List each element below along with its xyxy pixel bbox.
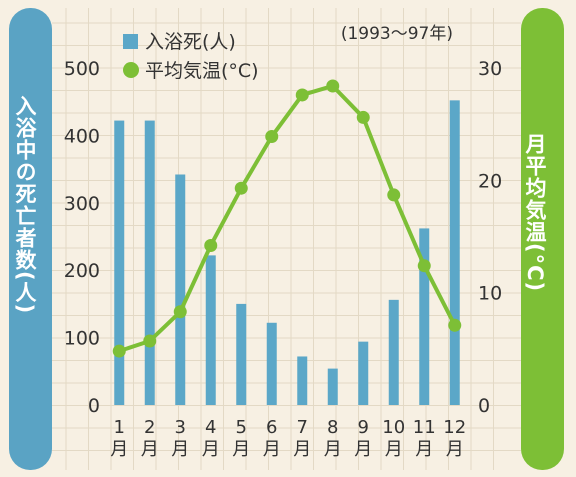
left-tick-label: 200 [64,260,100,282]
x-tick-month: 月 [263,439,281,460]
left-tick-label: 300 [64,193,100,215]
temperature-point [356,110,370,124]
bar [358,341,369,405]
x-tick-number: 4 [205,417,216,438]
x-tick-number: 8 [327,417,338,438]
bar [327,368,338,405]
legend-bar-swatch [123,34,138,49]
temperature-point [143,334,157,348]
right-tick-label: 0 [478,395,490,417]
x-tick-number: 3 [175,417,186,438]
temperature-point [387,188,401,202]
left-tick-label: 0 [88,395,100,417]
bar [266,322,277,405]
x-tick-month: 月 [232,439,250,460]
bar [449,100,460,406]
x-tick-month: 月 [202,439,220,460]
x-tick-month: 月 [446,439,464,460]
x-tick-number: 5 [236,417,247,438]
bar [419,228,430,405]
x-tick-month: 月 [293,439,311,460]
x-tick-number: 11 [413,417,436,438]
right-tick-label: 30 [478,58,502,80]
legend-bar-label: 入浴死(人) [145,31,236,53]
x-tick-number: 10 [382,417,405,438]
right-tick-label: 20 [478,170,502,192]
temperature-point [112,344,126,358]
right-axis-pill [521,8,564,470]
x-tick-month: 月 [110,439,128,460]
temperature-point [295,88,309,102]
bar [144,120,155,406]
bars [114,100,460,406]
x-tick-month: 月 [171,439,189,460]
bar [114,120,125,406]
temperature-point [417,259,431,273]
x-tick-number: 6 [266,417,277,438]
temperature-point [173,305,187,319]
x-tick-number: 1 [114,417,125,438]
temperature-line [112,79,462,358]
temperature-point [204,238,218,252]
x-tick-number: 9 [358,417,369,438]
x-tick-number: 7 [297,417,308,438]
left-tick-label: 500 [64,58,100,80]
left-tick-label: 400 [64,125,100,147]
left-tick-labels: 0 100 200 300 400 500 [64,58,100,417]
period-note: (1993〜97年) [341,24,453,44]
left-axis-pill [9,8,52,470]
temperature-point [234,181,248,195]
bar [297,356,308,405]
bar [205,255,216,405]
x-tick-month: 月 [324,439,342,460]
x-tick-month: 月 [141,439,159,460]
right-tick-label: 10 [478,283,502,305]
bar [175,174,186,405]
x-tick-number: 12 [443,417,466,438]
legend: 入浴死(人) 平均気温(°C) [123,31,259,82]
legend-line-swatch [123,62,139,78]
temperature-point [265,130,279,144]
temperature-polyline [118,83,457,353]
left-tick-label: 100 [64,328,100,350]
x-tick-number: 2 [144,417,155,438]
legend-line-label: 平均気温(°C) [145,60,259,82]
x-tick-month: 月 [354,439,372,460]
x-tick-month: 月 [415,439,433,460]
right-tick-labels: 0 10 20 30 [478,58,502,417]
x-tick-month: 月 [385,439,403,460]
temperature-point [448,318,462,332]
temperature-point [326,79,340,93]
bar [236,303,247,405]
left-axis-title: 入浴中の死亡者数(人) [13,95,37,315]
bar [388,299,399,405]
right-axis-title: 月平均気温(°C) [523,133,547,293]
